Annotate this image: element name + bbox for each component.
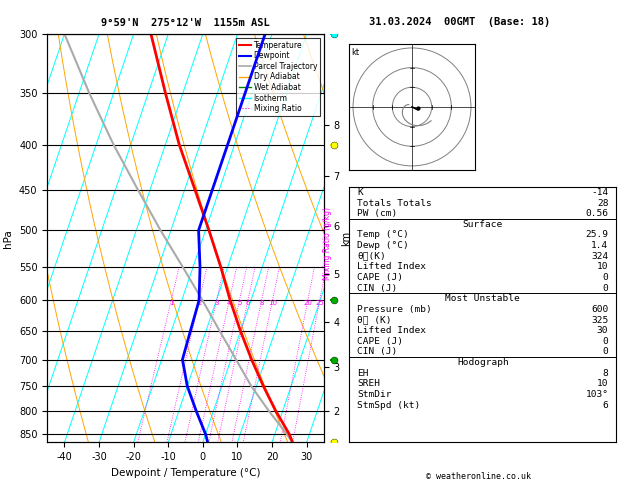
- Text: 2: 2: [197, 300, 201, 306]
- Text: CAPE (J): CAPE (J): [357, 337, 403, 346]
- Y-axis label: hPa: hPa: [3, 229, 13, 247]
- Text: 103°: 103°: [586, 390, 608, 399]
- Text: Most Unstable: Most Unstable: [445, 294, 520, 303]
- Text: 28: 28: [597, 199, 608, 208]
- Title: 9°59'N  275°12'W  1155m ASL: 9°59'N 275°12'W 1155m ASL: [101, 17, 270, 28]
- Text: Hodograph: Hodograph: [457, 358, 509, 367]
- Text: SREH: SREH: [357, 379, 380, 388]
- Text: 3: 3: [214, 300, 219, 306]
- Text: StmDir: StmDir: [357, 390, 392, 399]
- Text: 30: 30: [597, 326, 608, 335]
- Text: Dewp (°C): Dewp (°C): [357, 241, 409, 250]
- Text: CAPE (J): CAPE (J): [357, 273, 403, 282]
- X-axis label: Dewpoint / Temperature (°C): Dewpoint / Temperature (°C): [111, 468, 260, 478]
- Text: 6: 6: [603, 400, 608, 410]
- Text: K: K: [357, 188, 363, 197]
- Text: EH: EH: [357, 369, 369, 378]
- Text: 1.4: 1.4: [591, 241, 608, 250]
- Legend: Temperature, Dewpoint, Parcel Trajectory, Dry Adiabat, Wet Adiabat, Isotherm, Mi: Temperature, Dewpoint, Parcel Trajectory…: [236, 38, 320, 116]
- Text: CIN (J): CIN (J): [357, 284, 398, 293]
- Text: 0: 0: [603, 284, 608, 293]
- Text: 6: 6: [246, 300, 250, 306]
- Text: -14: -14: [591, 188, 608, 197]
- Text: 31.03.2024  00GMT  (Base: 18): 31.03.2024 00GMT (Base: 18): [369, 17, 550, 27]
- Text: Lifted Index: Lifted Index: [357, 262, 426, 271]
- Text: 8: 8: [259, 300, 264, 306]
- Text: 325: 325: [591, 315, 608, 325]
- Text: Mixing Ratio (g/kg): Mixing Ratio (g/kg): [323, 207, 332, 279]
- Text: θᴄ(K): θᴄ(K): [357, 252, 386, 260]
- Text: 0: 0: [603, 337, 608, 346]
- Text: 324: 324: [591, 252, 608, 260]
- Text: CIN (J): CIN (J): [357, 347, 398, 356]
- Text: θᴄ (K): θᴄ (K): [357, 315, 392, 325]
- Text: 10: 10: [268, 300, 277, 306]
- Text: 10: 10: [597, 379, 608, 388]
- Text: PW (cm): PW (cm): [357, 209, 398, 218]
- Text: 20: 20: [303, 300, 312, 306]
- Y-axis label: km
ASL: km ASL: [342, 229, 363, 247]
- Text: 600: 600: [591, 305, 608, 314]
- Text: Temp (°C): Temp (°C): [357, 230, 409, 240]
- Text: Surface: Surface: [463, 220, 503, 229]
- Text: StmSpd (kt): StmSpd (kt): [357, 400, 420, 410]
- Text: 1: 1: [169, 300, 174, 306]
- Text: 0: 0: [603, 273, 608, 282]
- Text: Pressure (mb): Pressure (mb): [357, 305, 432, 314]
- Text: 4: 4: [227, 300, 231, 306]
- Text: 25.9: 25.9: [586, 230, 608, 240]
- Text: 0.56: 0.56: [586, 209, 608, 218]
- Text: 10: 10: [597, 262, 608, 271]
- Text: 5: 5: [237, 300, 242, 306]
- Text: Totals Totals: Totals Totals: [357, 199, 432, 208]
- Text: Lifted Index: Lifted Index: [357, 326, 426, 335]
- Text: 25: 25: [315, 300, 324, 306]
- Text: 8: 8: [603, 369, 608, 378]
- Text: 0: 0: [603, 347, 608, 356]
- Text: © weatheronline.co.uk: © weatheronline.co.uk: [426, 472, 530, 481]
- Text: kt: kt: [351, 48, 359, 57]
